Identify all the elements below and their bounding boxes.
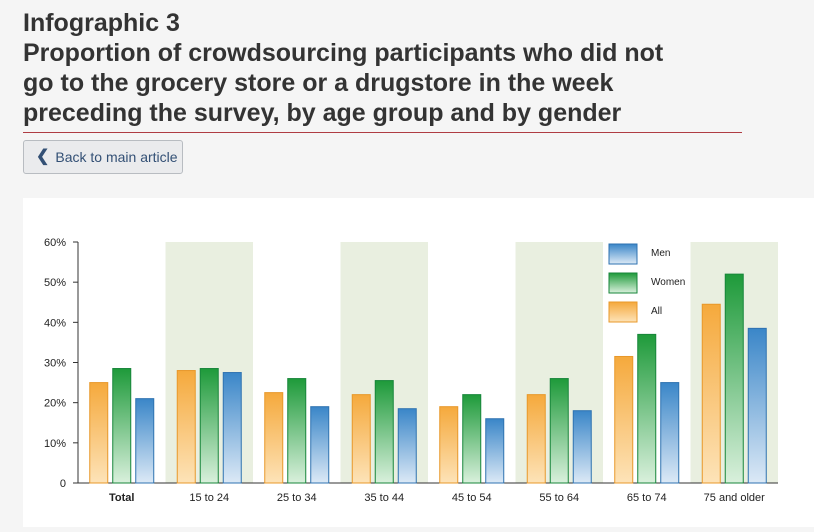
chart-card: 0 10% 20% 30% 40% 50% 60% Total 15 to 24 25 to 34… bbox=[23, 198, 814, 527]
bar-women bbox=[549, 378, 569, 484]
title-line-3: go to the grocery store or a drugstore i… bbox=[23, 69, 614, 97]
title-line-2: Proportion of crowdsourcing participants… bbox=[23, 39, 664, 67]
title-divider bbox=[23, 132, 742, 133]
bar-all bbox=[614, 355, 634, 484]
legend-swatch-women bbox=[608, 272, 638, 294]
legend-label: Men bbox=[651, 248, 670, 259]
x-tick-label: 15 to 24 bbox=[189, 492, 229, 504]
bar-men bbox=[310, 406, 330, 484]
bar-chart: 0 10% 20% 30% 40% 50% 60% Total 15 to 24 25 to 34… bbox=[44, 237, 778, 504]
back-to-main-article-button[interactable]: ❮ Back to main article bbox=[23, 140, 183, 174]
title-line-4: preceding the survey, by age group and b… bbox=[23, 99, 622, 127]
bar-women bbox=[724, 273, 744, 484]
bar-women bbox=[112, 368, 132, 484]
y-tick-label: 10% bbox=[44, 438, 66, 450]
x-tick-label: 65 to 74 bbox=[627, 492, 667, 504]
bar-men bbox=[135, 398, 155, 484]
bar-all bbox=[526, 394, 546, 484]
legend-swatch-all bbox=[608, 301, 638, 323]
bar-men bbox=[747, 327, 767, 484]
bar-men bbox=[572, 410, 592, 484]
back-button-label: Back to main article bbox=[55, 149, 178, 165]
bar-women bbox=[199, 368, 219, 484]
legend-swatch-men bbox=[608, 243, 638, 265]
bar-women bbox=[462, 394, 482, 484]
bar-women bbox=[637, 333, 657, 484]
bar-men bbox=[660, 382, 680, 484]
bar-men bbox=[222, 372, 242, 484]
x-tick-label: 35 to 44 bbox=[364, 492, 404, 504]
bar-men bbox=[485, 418, 505, 484]
legend-label: All bbox=[651, 306, 662, 317]
bar-women bbox=[287, 378, 307, 484]
x-tick-label: 25 to 34 bbox=[277, 492, 317, 504]
y-tick-label: 30% bbox=[44, 358, 66, 370]
y-tick-label: 50% bbox=[44, 277, 66, 289]
title-line-1: Infographic 3 bbox=[23, 9, 180, 37]
chevron-left-icon: ❮ bbox=[36, 148, 50, 165]
legend-label: Women bbox=[651, 277, 685, 288]
bar-men bbox=[397, 408, 417, 484]
bar-all bbox=[89, 382, 109, 484]
y-tick-label: 0 bbox=[60, 478, 66, 490]
bar-all bbox=[439, 406, 459, 484]
y-tick-label: 40% bbox=[44, 317, 66, 329]
x-tick-label: 75 and older bbox=[704, 492, 765, 504]
x-tick-label: 55 to 64 bbox=[539, 492, 579, 504]
x-tick-label: Total bbox=[109, 492, 134, 504]
bar-all bbox=[351, 394, 371, 484]
y-tick-label: 60% bbox=[44, 237, 66, 249]
page-title: Infographic 3 Proportion of crowdsourcin… bbox=[23, 8, 743, 128]
bar-all bbox=[176, 370, 196, 484]
y-tick-label: 20% bbox=[44, 398, 66, 410]
bar-all bbox=[701, 303, 721, 484]
bar-all bbox=[264, 392, 284, 484]
x-tick-label: 45 to 54 bbox=[452, 492, 492, 504]
bar-women bbox=[374, 380, 394, 484]
